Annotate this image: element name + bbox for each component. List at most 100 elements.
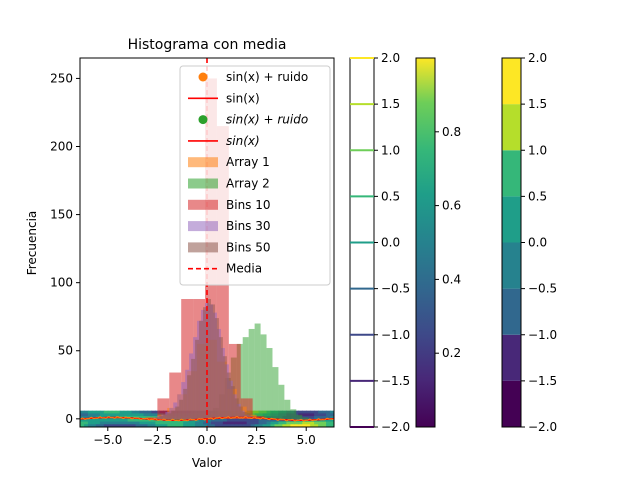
colorbar-band	[502, 150, 521, 197]
contour-cell	[80, 410, 85, 414]
contour-cell	[107, 421, 113, 425]
contour-cell	[322, 421, 327, 425]
contour-cell	[99, 418, 105, 423]
histogram-bar-bins-50	[226, 372, 231, 419]
legend: sin(x) + ruido sin(x) sin(x) + ruido sin(x)…	[179, 65, 331, 286]
contour-cell	[107, 424, 113, 427]
contour-cell	[318, 421, 323, 425]
contour-cell	[151, 413, 157, 417]
contour-cell	[111, 413, 117, 417]
contour-cell	[298, 424, 303, 427]
contour-cell	[107, 418, 113, 423]
histogram-bar-bins-10	[157, 398, 170, 419]
colorbar-tick-label: −1.0	[381, 328, 410, 342]
histogram-bar-array-2	[284, 399, 291, 419]
contour-cell	[159, 424, 164, 427]
contour-cell	[155, 421, 160, 425]
y-ticks: 0 50 100 150 200 250	[50, 71, 80, 426]
histogram-bar-bins-50	[175, 406, 180, 419]
contour-cell	[191, 421, 196, 425]
contour-cell	[238, 421, 244, 425]
contour-cell	[99, 424, 105, 427]
contour-cell	[175, 424, 180, 427]
colorbar-tick-label: 0.6	[442, 199, 461, 213]
contour-cell	[147, 424, 153, 427]
contour-cell	[222, 421, 228, 425]
contour-cell	[195, 421, 200, 425]
y-tick-label: 150	[50, 208, 73, 222]
colorbar-band	[502, 196, 521, 243]
contour-cell	[80, 421, 85, 425]
y-tick-label: 50	[58, 344, 73, 358]
colorbar-tick-label: 1.0	[528, 143, 547, 157]
contour-cell	[302, 413, 307, 417]
contour-cell	[314, 413, 319, 417]
contour-cell	[195, 424, 200, 427]
contour-cell	[87, 410, 93, 414]
contour-cell	[282, 421, 287, 425]
contour-cell	[131, 410, 137, 414]
contour-cell	[163, 421, 168, 425]
contour-cell	[266, 418, 272, 423]
contour-cell	[302, 421, 307, 425]
contour-cell	[314, 416, 319, 420]
contour-cell	[91, 413, 97, 417]
legend-patch	[188, 178, 218, 189]
contour-cell	[274, 421, 280, 425]
legend-patch	[188, 221, 218, 232]
contour-cell	[270, 424, 276, 427]
histogram-bar-bins-10	[228, 343, 241, 419]
contour-cell	[246, 418, 252, 423]
contour-cell	[246, 424, 252, 427]
histogram-bar-bins-50	[199, 320, 204, 419]
contour-cell	[151, 418, 157, 423]
contour-cell	[143, 424, 149, 427]
contour-cell	[230, 418, 236, 423]
contour-cell	[310, 416, 315, 420]
contour-cell	[286, 424, 291, 427]
colorbar-filled-contour: −2.0 −1.5 −1.0 −0.5 0.0 0.5 1.0 1.5 2.0	[501, 51, 557, 434]
contour-cell	[167, 424, 172, 427]
contour-cell	[298, 421, 303, 425]
contour-cell	[179, 421, 184, 425]
contour-cell	[326, 413, 331, 417]
contour-cell	[306, 421, 311, 425]
contour-cell	[230, 421, 236, 425]
contour-cell	[139, 410, 145, 414]
contour-cell	[226, 424, 232, 427]
contour-cell	[234, 418, 240, 423]
histogram-bar-bins-50	[210, 304, 215, 419]
contour-cell	[250, 418, 256, 423]
contour-cell	[163, 424, 168, 427]
x-axis-label: Valor	[192, 456, 222, 470]
contour-cell	[322, 410, 327, 414]
legend-patch	[188, 242, 218, 253]
contour-cell	[322, 416, 327, 420]
contour-cell	[318, 424, 323, 427]
contour-cell	[330, 418, 334, 423]
contour-cell	[210, 421, 216, 425]
contour-cell	[83, 424, 89, 427]
contour-cell	[147, 410, 153, 414]
contour-cell	[83, 413, 89, 417]
contour-cell	[278, 421, 284, 425]
legend-label: sin(x)	[226, 134, 260, 148]
contour-cell	[314, 410, 319, 414]
contour-cell	[80, 418, 85, 423]
contour-cell	[278, 424, 284, 427]
contour-cell	[119, 424, 125, 427]
histogram-bar-array-2	[290, 409, 297, 419]
contour-cell	[103, 421, 109, 425]
contour-cell	[254, 424, 260, 427]
histogram-bar-bins-50	[159, 416, 164, 419]
colorbar-tick-label: 0.5	[381, 189, 400, 203]
contour-cell	[95, 410, 101, 414]
contour-cell	[143, 418, 149, 423]
contour-cell	[203, 421, 208, 425]
contour-cell	[139, 413, 145, 417]
contour-cell	[218, 418, 224, 423]
contour-cell	[314, 424, 319, 427]
contour-cell	[203, 418, 208, 423]
contour-cell	[187, 421, 192, 425]
contour-cell	[131, 424, 137, 427]
